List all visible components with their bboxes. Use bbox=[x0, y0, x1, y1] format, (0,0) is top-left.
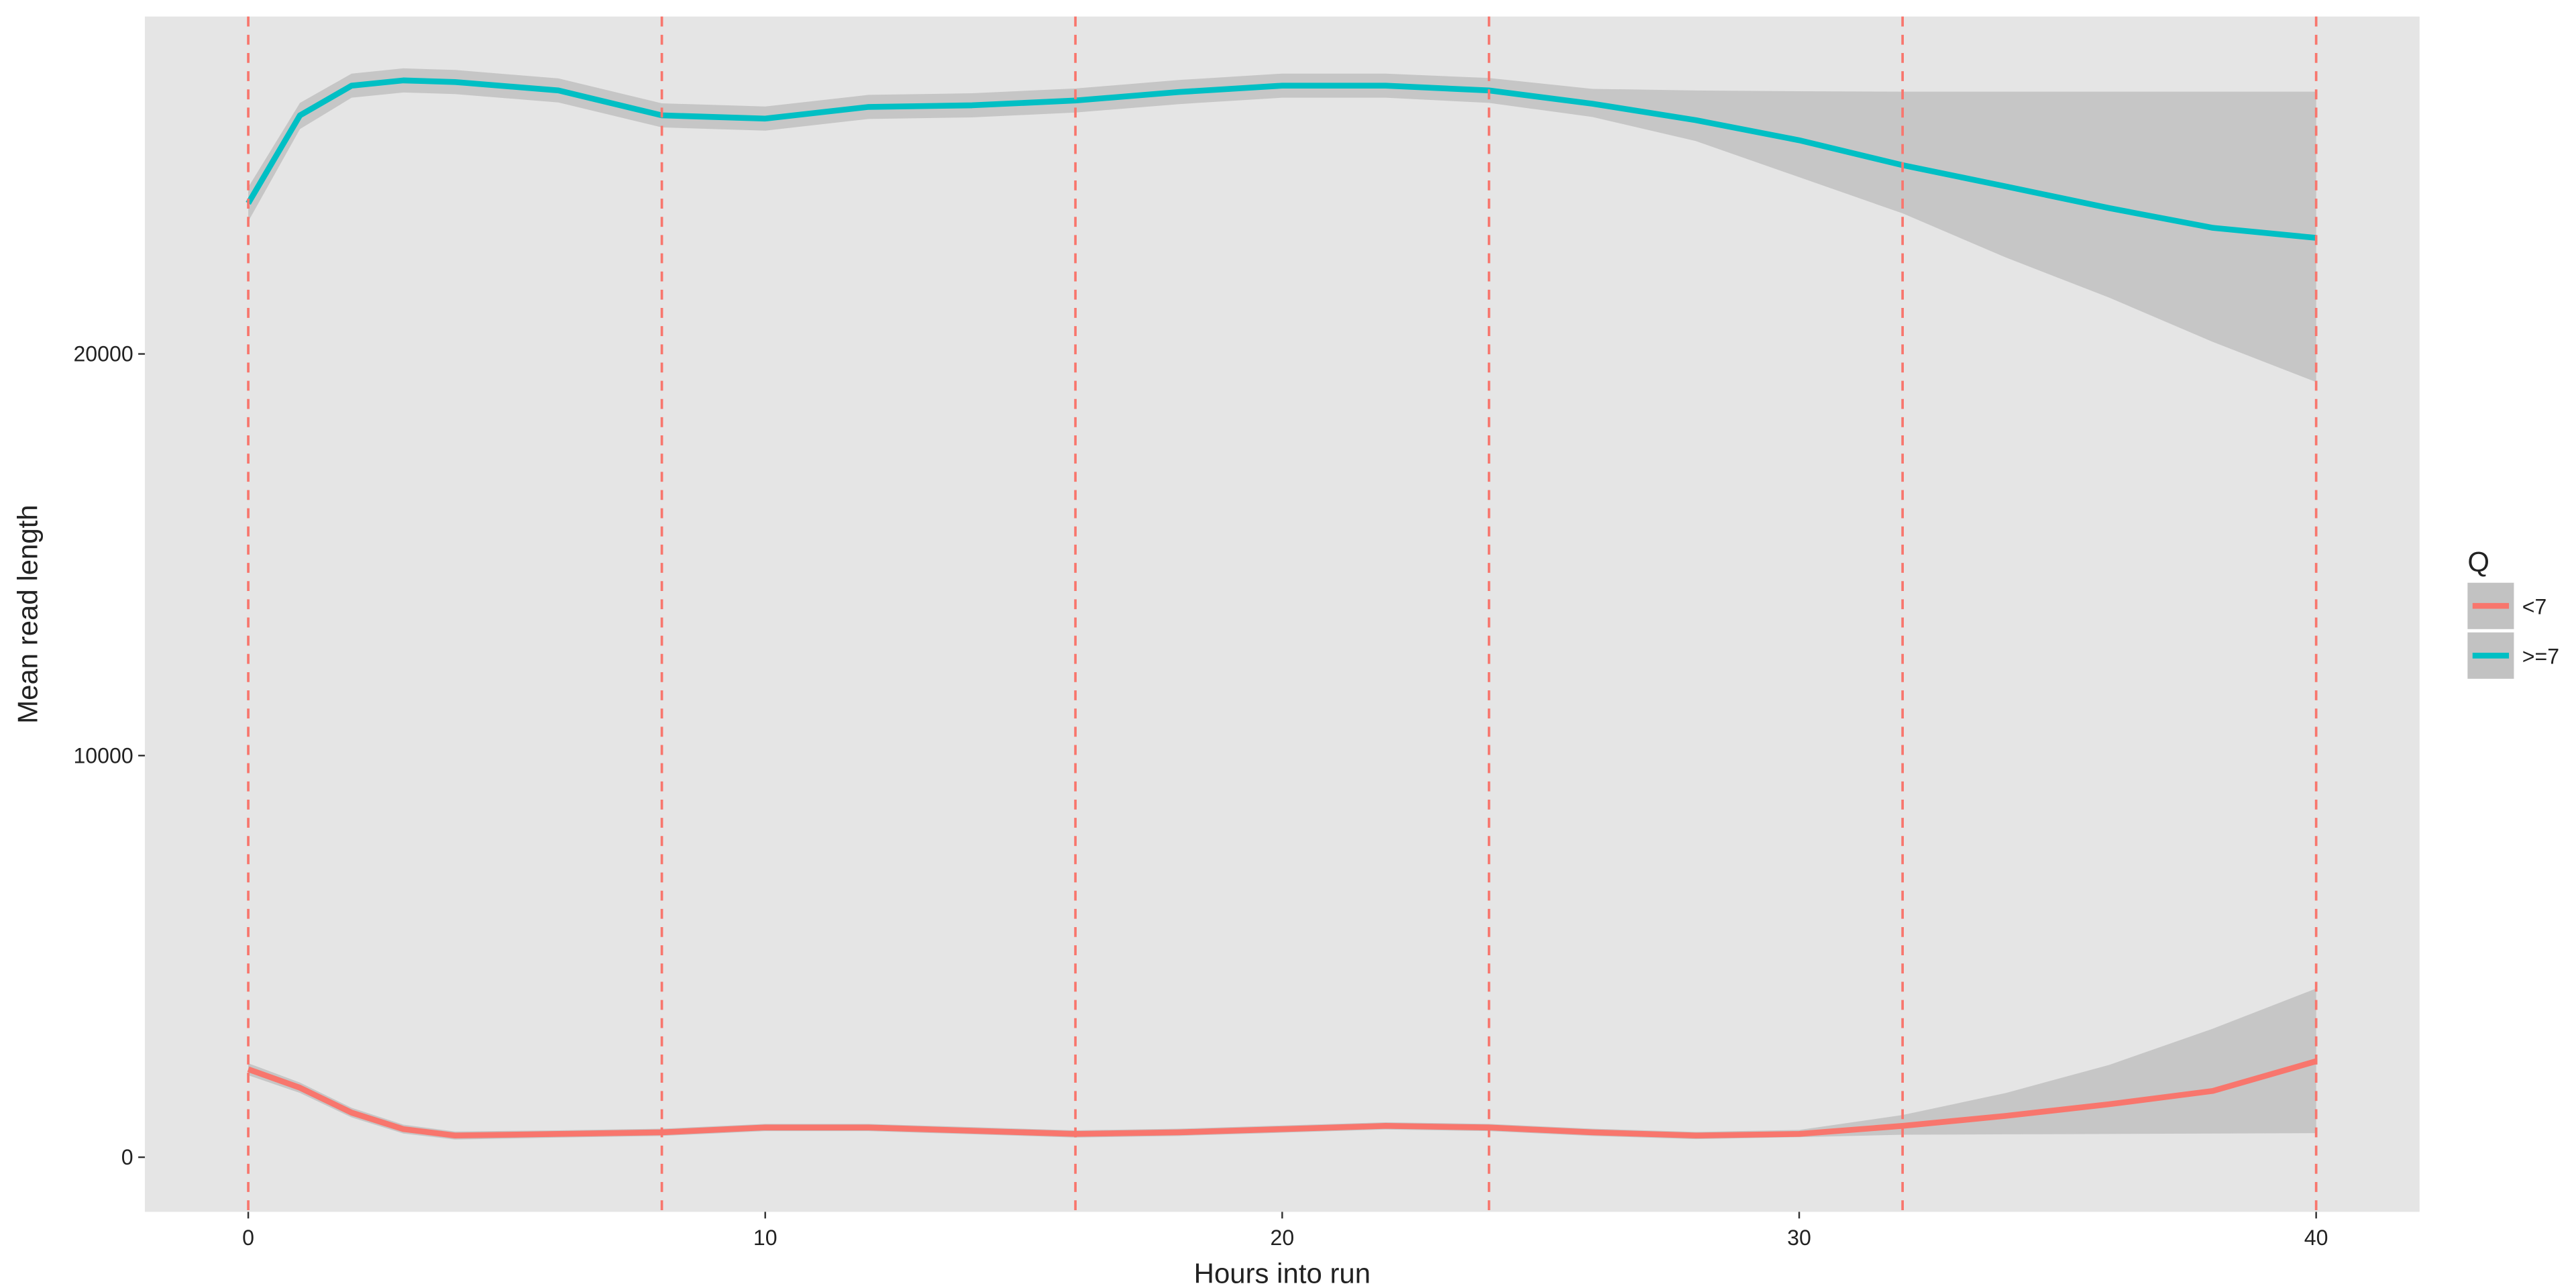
confidence-band bbox=[248, 988, 2316, 1140]
x-tick-label: 20 bbox=[1271, 1226, 1295, 1250]
x-axis-title: Hours into run bbox=[1194, 1258, 1371, 1288]
legend-label: >=7 bbox=[2522, 645, 2559, 669]
x-tick-label: 0 bbox=[242, 1226, 254, 1250]
legend-title: Q bbox=[2467, 545, 2489, 577]
x-tick-label: 40 bbox=[2304, 1226, 2328, 1250]
confidence-band bbox=[248, 68, 2316, 382]
series-line bbox=[246, 77, 2317, 241]
y-tick-label: 20000 bbox=[73, 342, 133, 366]
series-line bbox=[247, 1058, 2317, 1139]
panel bbox=[144, 16, 2420, 1212]
legend-label: <7 bbox=[2522, 595, 2547, 619]
x-tick-label: 10 bbox=[753, 1226, 777, 1250]
y-axis-title: Mean read length bbox=[12, 504, 44, 723]
y-tick-label: 10000 bbox=[73, 743, 133, 767]
x-tick-label: 30 bbox=[1787, 1226, 1811, 1250]
y-tick-label: 0 bbox=[121, 1145, 133, 1169]
